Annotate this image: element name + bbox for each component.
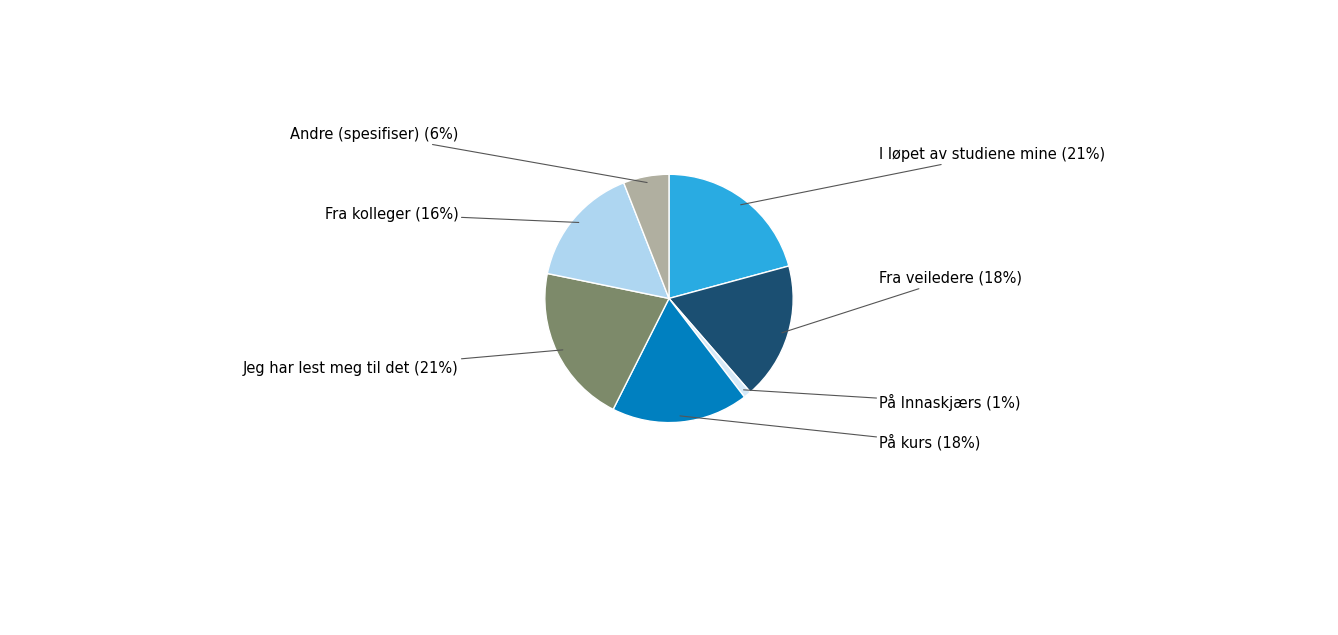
Wedge shape	[613, 298, 744, 423]
Wedge shape	[547, 183, 669, 298]
Wedge shape	[669, 298, 751, 397]
Wedge shape	[624, 174, 669, 298]
Text: Jeg har lest meg til det (21%): Jeg har lest meg til det (21%)	[244, 350, 563, 376]
Text: På kurs (18%): På kurs (18%)	[680, 416, 981, 451]
Text: På Innaskjærs (1%): På Innaskjærs (1%)	[744, 390, 1021, 411]
Text: Andre (spesifiser) (6%): Andre (spesifiser) (6%)	[290, 127, 648, 182]
Text: Fra veiledere (18%): Fra veiledere (18%)	[781, 271, 1022, 333]
Text: I løpet av studiene mine (21%): I løpet av studiene mine (21%)	[741, 147, 1105, 204]
Wedge shape	[669, 266, 793, 392]
Wedge shape	[669, 174, 789, 298]
Text: Fra kolleger (16%): Fra kolleger (16%)	[325, 207, 579, 222]
Wedge shape	[545, 274, 669, 410]
